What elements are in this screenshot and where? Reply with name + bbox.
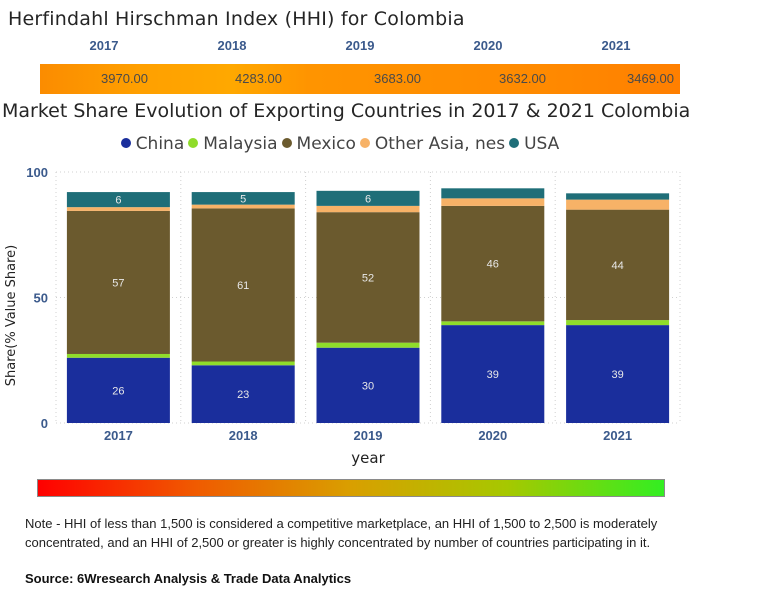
hhi-value: 4283.00 (235, 71, 282, 86)
x-tick-label: 2018 (229, 428, 258, 443)
source-line: Source: 6Wresearch Analysis & Trade Data… (25, 571, 352, 586)
y-axis-title: Share(% Value Share) (4, 245, 19, 387)
bar-segment-usa[interactable] (316, 190, 420, 206)
x-tick-label: 2021 (603, 428, 632, 443)
bar-segment-mexico[interactable] (66, 210, 170, 354)
chart-title: Market Share Evolution of Exporting Coun… (2, 100, 691, 122)
bar-segment-china[interactable] (441, 325, 545, 423)
data-label: 46 (487, 259, 499, 271)
bar-segment-other-asia-nes[interactable] (191, 204, 295, 209)
hhi-value: 3469.00 (627, 71, 674, 86)
x-tick-label: 2020 (478, 428, 507, 443)
data-label: 23 (237, 389, 249, 401)
y-tick-label: 0 (41, 416, 48, 431)
bar-segment-mexico[interactable] (566, 209, 670, 321)
data-label: 52 (362, 272, 374, 284)
x-axis-title: year (351, 449, 385, 467)
hhi-title: Herfindahl Hirschman Index (HHI) for Col… (8, 8, 465, 30)
hhi-value: 3632.00 (499, 71, 546, 86)
legend-marker (509, 138, 520, 148)
legend-label: Other Asia, nes (374, 134, 506, 154)
bar-segment-usa[interactable] (566, 193, 670, 200)
data-label: 30 (362, 380, 374, 392)
bar-segment-usa[interactable] (441, 188, 545, 199)
legend-label: USA (524, 134, 560, 154)
hhi-value: 3683.00 (374, 71, 421, 86)
x-tick-label: 2017 (104, 428, 133, 443)
bar-segment-mexico[interactable] (316, 212, 420, 343)
bar-segment-malaysia[interactable] (191, 361, 295, 366)
chart-legend: China Malaysia Mexico Other Asia, nes USA (0, 134, 680, 154)
data-label: 6 (115, 195, 121, 207)
data-label: 61 (237, 280, 249, 292)
legend-marker (188, 138, 199, 148)
bar-segment-other-asia-nes[interactable] (316, 205, 420, 213)
legend-item[interactable]: Malaysia (188, 134, 278, 154)
data-label: 39 (487, 369, 499, 381)
hhi-year: 2020 (473, 38, 503, 53)
legend-item[interactable]: USA (509, 134, 559, 154)
bar-segment-china[interactable] (316, 347, 420, 423)
hhi-year: 2017 (89, 38, 119, 53)
data-label: 39 (611, 369, 623, 381)
stacked-bar-chart: 0 50 100 26 57 6 2017 23 61 5 2018 30 52 6 2019 39 46 202… (4, 165, 681, 467)
bar-segment-other-asia-nes[interactable] (66, 207, 170, 211)
legend-item[interactable]: China (120, 134, 185, 154)
legend-label: China (135, 134, 185, 154)
bar-segment-china[interactable] (566, 325, 670, 423)
x-tick-label: 2019 (354, 428, 383, 443)
y-tick-label: 50 (34, 291, 48, 306)
data-label: 26 (112, 385, 124, 397)
bar-segment-malaysia[interactable] (66, 353, 170, 358)
bar-segment-china[interactable] (66, 357, 170, 423)
y-tick-label: 100 (26, 165, 48, 180)
hhi-color-scale (37, 479, 665, 497)
bar-segment-mexico[interactable] (191, 208, 295, 362)
bar-segment-china[interactable] (191, 365, 295, 423)
bar-segment-mexico[interactable] (441, 205, 545, 322)
bar-segment-usa[interactable] (191, 192, 295, 205)
legend-label: Malaysia (203, 134, 278, 154)
legend-item[interactable]: Mexico (281, 134, 356, 154)
hhi-year: 2021 (601, 38, 631, 53)
legend-marker (359, 138, 370, 148)
bar-segment-other-asia-nes[interactable] (566, 199, 670, 210)
hhi-year-row: 2017 2018 2019 2020 2021 (40, 38, 680, 58)
legend-marker (281, 138, 292, 148)
bar-segment-malaysia[interactable] (316, 342, 420, 348)
hhi-year: 2018 (217, 38, 247, 53)
data-label: 44 (611, 260, 623, 272)
bar-segment-malaysia[interactable] (566, 320, 670, 326)
hhi-value: 3970.00 (101, 71, 148, 86)
data-label: 6 (365, 193, 371, 205)
bar-segment-usa[interactable] (66, 192, 170, 208)
footnote: Note - HHI of less than 1,500 is conside… (25, 516, 658, 550)
data-label: 5 (240, 193, 246, 205)
legend-marker (120, 138, 131, 148)
bar-segment-malaysia[interactable] (441, 321, 545, 326)
bar-segment-other-asia-nes[interactable] (441, 198, 545, 206)
legend-item[interactable]: Other Asia, nes (359, 134, 506, 154)
legend-label: Mexico (296, 134, 356, 154)
hhi-year: 2019 (345, 38, 375, 53)
hhi-value-bar: 3970.00 4283.00 3683.00 3632.00 3469.00 (40, 64, 680, 94)
data-label: 57 (112, 277, 124, 289)
